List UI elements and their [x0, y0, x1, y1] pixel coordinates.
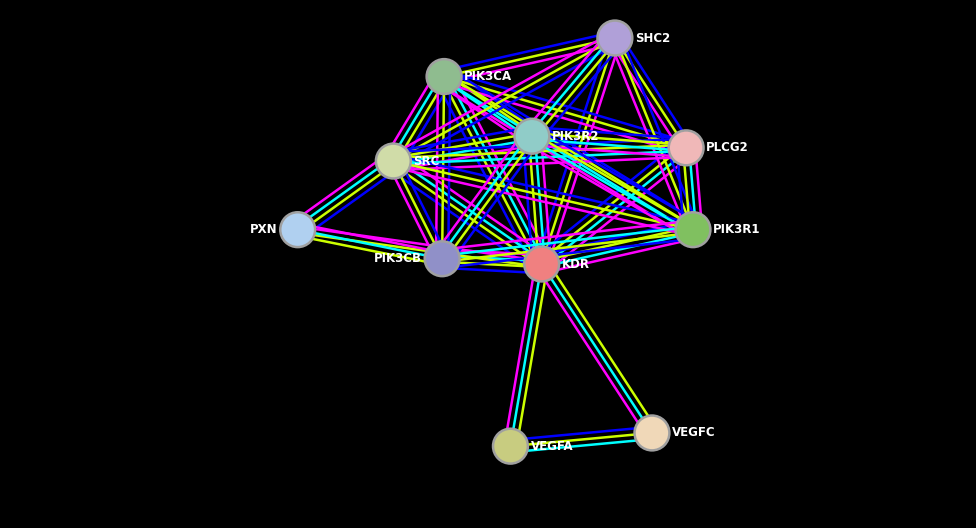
- Circle shape: [675, 212, 711, 247]
- Text: SHC2: SHC2: [635, 32, 671, 44]
- Circle shape: [425, 241, 460, 276]
- Text: PIK3CB: PIK3CB: [374, 252, 422, 265]
- Circle shape: [493, 429, 528, 464]
- Circle shape: [597, 21, 632, 55]
- Text: VEGFC: VEGFC: [672, 427, 715, 439]
- Circle shape: [280, 212, 315, 247]
- Text: SRC: SRC: [414, 155, 440, 167]
- Text: PIK3R1: PIK3R1: [713, 223, 760, 236]
- Text: PIK3CA: PIK3CA: [465, 70, 512, 83]
- Circle shape: [634, 416, 670, 450]
- Text: PLCG2: PLCG2: [707, 142, 749, 154]
- Text: VEGFA: VEGFA: [531, 440, 573, 452]
- Circle shape: [524, 247, 559, 281]
- Circle shape: [427, 59, 462, 94]
- Circle shape: [514, 119, 549, 154]
- Text: PIK3R2: PIK3R2: [552, 130, 599, 143]
- Circle shape: [376, 144, 411, 178]
- Text: PXN: PXN: [250, 223, 277, 236]
- Circle shape: [669, 130, 704, 165]
- Text: KDR: KDR: [562, 258, 590, 270]
